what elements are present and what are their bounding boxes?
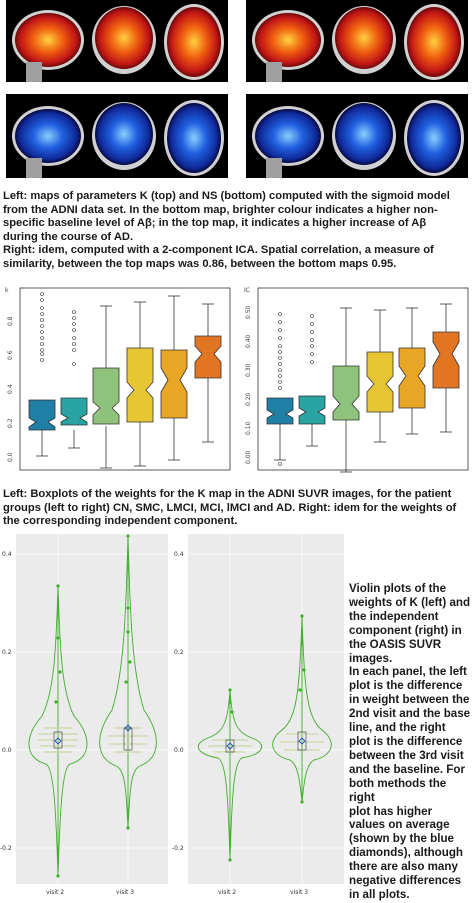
boxplot-right: IC 0.00 0.10 0.20 0.30 0.40 0.50 xyxy=(240,284,472,474)
caption-violin-plots: Violin plots of the weights of K (left) … xyxy=(349,582,474,902)
caption-line: specific baseline level of Aβ; in the to… xyxy=(3,217,427,230)
y-tick: 0.2 xyxy=(7,418,14,428)
y-tick: 0.0 xyxy=(7,452,14,462)
caption-line: the independent xyxy=(349,609,439,623)
y-tick: 0.4 xyxy=(2,551,12,558)
caption-line: Left: maps of parameters K (top) and NS … xyxy=(3,190,450,202)
caption-line: and the baseline. For xyxy=(349,762,465,776)
caption-line: plot is the difference xyxy=(349,734,463,748)
caption-line: between the 3rd visit xyxy=(349,748,464,762)
caption-line: weights of K (left) and xyxy=(349,595,471,609)
y-tick: 0.8 xyxy=(7,316,14,326)
caption-line: in weight between the xyxy=(349,693,470,707)
caption-line: 2nd visit and the base xyxy=(349,707,471,721)
caption-line: during the course of AD. xyxy=(3,230,134,243)
caption-line: the corresponding independent component. xyxy=(3,515,238,528)
caption-line: from the ADNI data set. In the bottom ma… xyxy=(3,203,438,216)
caption-line: both methods the right xyxy=(349,776,447,804)
y-tick: 0.6 xyxy=(7,350,14,360)
y-tick: 0.00 xyxy=(245,450,252,464)
caption-line: values on average xyxy=(349,818,450,832)
y-tick: 0.30 xyxy=(245,363,252,377)
caption-boxplots: Left: Boxplots of the weights for the K … xyxy=(3,488,473,529)
caption-line: similarity, between the top maps was 0.8… xyxy=(3,257,397,270)
y-tick: 0.2 xyxy=(174,649,184,656)
caption-line: images. xyxy=(349,651,393,665)
x-tick: visit 2 xyxy=(46,889,64,896)
caption-line: diamonds), although xyxy=(349,846,463,860)
caption-line: Violin plots of the xyxy=(349,582,447,595)
y-tick: 0.4 xyxy=(174,551,184,558)
caption-line: component (right) in xyxy=(349,623,462,637)
brain-map-right-top xyxy=(246,0,468,82)
corner-label: k xyxy=(5,287,9,294)
caption-line: In each panel, the left xyxy=(349,665,467,679)
caption-line: the OASIS SUVR xyxy=(349,637,442,651)
caption-line: (shown by the blue xyxy=(349,832,454,846)
corner-label: IC xyxy=(244,287,250,294)
caption-line: in all plots. xyxy=(349,887,410,901)
y-tick: 0.4 xyxy=(7,384,14,394)
caption-line: negative differences xyxy=(349,874,462,888)
x-tick: visit 2 xyxy=(218,889,236,896)
y-tick: -0.2 xyxy=(0,845,12,852)
y-tick: 0.0 xyxy=(2,747,12,754)
caption-brain-maps: Left: maps of parameters K (top) and NS … xyxy=(3,190,473,272)
brain-map-right-bottom xyxy=(246,94,468,178)
x-tick: visit 3 xyxy=(116,889,134,896)
x-tick: visit 3 xyxy=(290,889,308,896)
caption-line: plot is the difference xyxy=(349,679,463,693)
brain-map-left-top xyxy=(6,0,228,82)
y-tick: 0.20 xyxy=(245,392,252,406)
y-tick: 0.50 xyxy=(245,305,252,319)
caption-line: plot has higher xyxy=(349,804,433,818)
caption-line: Right: idem, computed with a 2-component… xyxy=(3,244,434,257)
y-tick: 0.2 xyxy=(2,649,12,656)
y-tick: 0.40 xyxy=(245,334,252,348)
boxplot-left: k 0.0 0.2 0.4 0.6 0.8 xyxy=(2,284,234,474)
caption-line: groups (left to right) CN, SMC, LMCI, MC… xyxy=(3,501,457,514)
y-tick: -0.2 xyxy=(172,845,184,852)
caption-line: line, and the right xyxy=(349,721,446,735)
violin-plot-left: 0.4 0.2 0.0 -0.2 visit 2 visit 3 xyxy=(0,532,170,898)
caption-line: Left: Boxplots of the weights for the K … xyxy=(3,488,452,500)
y-tick: 0.0 xyxy=(174,747,184,754)
y-tick: 0.10 xyxy=(245,421,252,435)
violin-plot-right: 0.4 0.2 0.0 -0.2 visit 2 visit 3 xyxy=(172,532,346,898)
brain-map-left-bottom xyxy=(6,94,228,178)
caption-line: there are also many xyxy=(349,860,458,874)
